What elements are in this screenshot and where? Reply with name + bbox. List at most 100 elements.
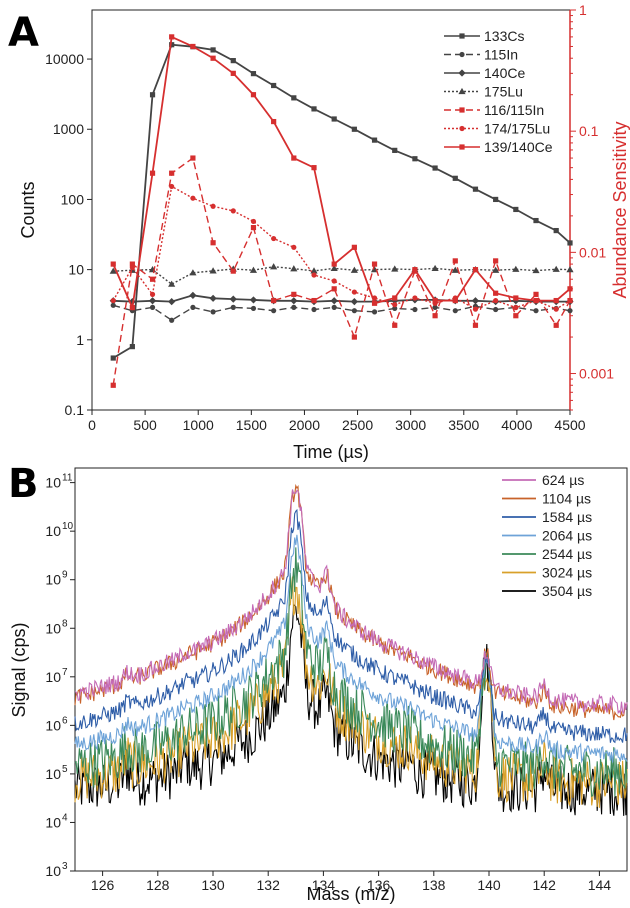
data-point-square — [291, 291, 297, 297]
y-tick-exponent: 6 — [62, 715, 68, 726]
legend-label: 133Cs — [484, 28, 524, 44]
data-point-triangle — [451, 266, 459, 273]
panel-a-chart: A 0 500 1000 1500 2000 2500 3000 3500 4000 4500 0… — [8, 2, 630, 462]
legend-entry: 140Ce — [444, 65, 525, 81]
series-line — [112, 43, 571, 359]
data-point-square — [371, 137, 378, 143]
series-line — [113, 304, 571, 322]
right-y-tick-label: 0.01 — [579, 244, 606, 260]
data-point-circle — [250, 218, 257, 225]
data-point-triangle — [431, 264, 439, 272]
legend-label: 140Ce — [484, 65, 525, 81]
data-point-diamond — [189, 291, 197, 299]
legend-label: 1584 µs — [542, 509, 592, 525]
data-point-diamond — [330, 297, 338, 305]
data-point-triangle — [512, 265, 520, 272]
x-tick-label: 2000 — [289, 417, 320, 433]
data-point-square — [149, 276, 156, 282]
y-tick-exponent: 5 — [62, 764, 68, 775]
data-point-square — [331, 286, 337, 292]
data-point-circle — [190, 195, 196, 201]
x-tick-label: 4500 — [554, 417, 585, 433]
data-point-square — [149, 92, 156, 98]
data-point-square — [331, 261, 337, 267]
data-point-circle — [371, 309, 378, 315]
y-tick-label: 1 — [76, 332, 84, 348]
data-point-triangle — [391, 265, 399, 272]
right-y-tick-label: 0.001 — [579, 366, 614, 382]
data-point-circle — [493, 297, 499, 304]
data-point-triangle — [109, 267, 117, 274]
data-point-diamond — [290, 297, 298, 305]
legend-entry: 2064 µs — [502, 528, 592, 544]
series-116-115in — [110, 155, 573, 388]
y-tick-label: 10 — [45, 863, 61, 879]
data-point-square — [351, 244, 357, 250]
y-tick-label: 10000 — [45, 51, 84, 67]
data-point-triangle — [458, 87, 466, 95]
data-point-square — [533, 217, 539, 224]
y-tick-exponent: 9 — [62, 570, 68, 581]
data-point-triangle — [566, 266, 574, 273]
series-line — [113, 294, 570, 303]
right-y-tick-label: 0.1 — [579, 123, 599, 139]
spectrum-3504-s — [74, 604, 628, 816]
data-point-square — [271, 297, 277, 304]
data-point-square — [371, 300, 378, 306]
data-point-diamond — [249, 296, 258, 304]
y-tick-exponent: 3 — [62, 861, 68, 872]
x-tick-label: 138 — [422, 877, 446, 893]
legend-label: 139/140Ce — [484, 139, 553, 155]
data-point-diamond — [458, 69, 466, 77]
data-point-square — [459, 33, 465, 39]
data-point-circle — [291, 244, 297, 250]
panel-b-plot-frame — [74, 467, 628, 872]
series-line — [112, 35, 571, 311]
data-point-circle — [472, 306, 479, 312]
legend-label: 3504 µs — [542, 583, 592, 599]
data-point-circle — [190, 304, 196, 310]
panel-b-x-axis-label: Mass (m/z) — [307, 884, 396, 904]
data-point-circle — [533, 308, 539, 314]
panel-b-legend: 624 µs 1104 µs 1584 µs 2064 µs 2544 µs 3024 µ… — [502, 472, 592, 599]
data-point-circle — [149, 304, 156, 310]
data-point-triangle — [270, 263, 278, 270]
data-point-circle — [351, 289, 357, 295]
panel-a-x-axis-label: Time (µs) — [293, 442, 369, 462]
data-point-square — [452, 175, 458, 181]
panel-a-right-y-axis-label: Abundance Sensitivity — [610, 121, 630, 298]
legend-entry: 2544 µs — [502, 546, 592, 562]
data-point-square — [459, 144, 465, 150]
panel-a-series — [109, 34, 574, 388]
data-point-square — [412, 267, 418, 273]
series-175lu — [109, 263, 574, 287]
data-point-square — [493, 258, 499, 264]
data-point-square — [129, 304, 135, 311]
legend-label: 115In — [484, 47, 518, 63]
legend-entry: 3024 µs — [502, 565, 592, 581]
data-point-circle — [210, 309, 216, 315]
data-point-square — [291, 95, 297, 101]
data-point-circle — [169, 317, 175, 323]
data-point-square — [553, 297, 559, 304]
data-point-square — [351, 334, 357, 340]
legend-entry: 624 µs — [502, 472, 584, 488]
data-point-circle — [459, 51, 465, 58]
x-tick-label: 140 — [477, 877, 501, 893]
legend-label: 175Lu — [484, 84, 523, 100]
data-point-circle — [553, 306, 559, 312]
data-point-square — [210, 47, 216, 53]
y-tick-label: 10 — [45, 814, 61, 830]
x-tick-label: 2500 — [342, 417, 373, 433]
legend-entry: 116/115In — [444, 102, 544, 118]
data-point-circle — [432, 304, 438, 310]
data-point-diamond — [148, 297, 157, 305]
data-point-square — [533, 291, 539, 297]
data-point-square — [472, 186, 479, 192]
data-point-square — [210, 240, 216, 246]
legend-label: 3024 µs — [542, 565, 592, 581]
series-133cs — [110, 42, 573, 361]
legend-label: 174/175Lu — [484, 121, 550, 137]
